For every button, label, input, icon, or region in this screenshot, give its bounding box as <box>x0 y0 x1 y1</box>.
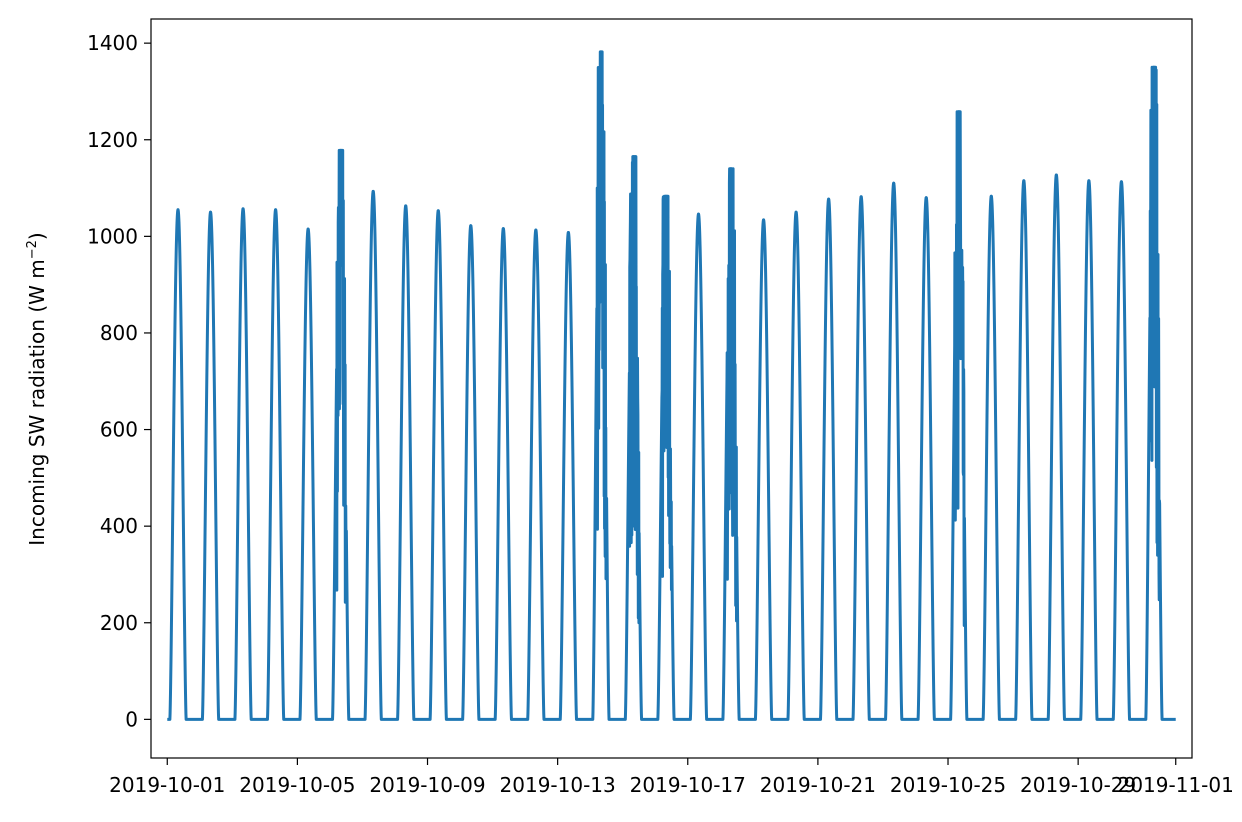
daily-peak-point <box>664 194 668 198</box>
y-tick-label: 600 <box>100 418 138 442</box>
daily-peak-point <box>469 224 473 228</box>
daily-peak-point <box>957 110 961 114</box>
daily-peak-point <box>924 196 928 200</box>
daily-peak-point <box>566 230 570 234</box>
plot-lines <box>167 50 1176 721</box>
y-axis-label-close: ) <box>25 232 49 240</box>
axes-frame <box>150 18 1193 759</box>
y-axis-label-superscript: −2 <box>25 240 40 259</box>
daily-peak-point <box>599 50 603 54</box>
x-tick-label: 2019-10-05 <box>239 773 355 797</box>
daily-peak-point <box>371 189 375 193</box>
daily-peak-point <box>762 218 766 222</box>
daily-peak-point <box>241 207 245 211</box>
x-axis: 2019-10-01 2019-10-05 2019-10-09 2019-10-13… <box>109 758 1234 797</box>
daily-peak-point <box>404 204 408 208</box>
daily-peak-point <box>274 208 278 212</box>
y-axis-label-main: Incoming SW radiation (W m <box>25 259 49 545</box>
daily-peak-point <box>209 210 213 214</box>
daily-peak-point <box>729 167 733 171</box>
daily-peak-point <box>827 197 831 201</box>
y-tick-label: 1000 <box>87 224 138 248</box>
y-tick-label: 1200 <box>87 128 138 152</box>
daily-peak-point <box>697 212 701 216</box>
daily-peak-point <box>1119 180 1123 184</box>
daily-peak-point <box>339 148 343 152</box>
x-tick-label: 2019-11-01 <box>1118 773 1234 797</box>
daily-peak-point <box>631 155 635 159</box>
y-tick-label: 1400 <box>87 31 138 55</box>
daily-peak-point <box>1054 173 1058 177</box>
daily-peak-point <box>176 208 180 212</box>
x-tick-label: 2019-10-29 <box>1020 773 1136 797</box>
y-tick-label: 200 <box>100 611 138 635</box>
daily-peak-point <box>436 209 440 213</box>
y-axis: 0 200 400 600 800 1000 1200 1400 <box>87 31 151 731</box>
daily-peak-point <box>1022 179 1026 183</box>
daily-peak-point <box>306 227 310 231</box>
x-tick-label: 2019-10-25 <box>890 773 1006 797</box>
x-tick-label: 2019-10-13 <box>500 773 616 797</box>
y-tick-label: 400 <box>100 514 138 538</box>
y-tick-label: 800 <box>100 321 138 345</box>
daily-peak-point <box>794 210 798 214</box>
daily-peak-point <box>501 227 505 231</box>
x-tick-label: 2019-10-01 <box>109 773 225 797</box>
daily-peak-point <box>1087 179 1091 183</box>
x-tick-label: 2019-10-09 <box>369 773 485 797</box>
y-axis-label: Incoming SW radiation (W m−2) <box>25 232 49 545</box>
daily-peak-point <box>859 195 863 199</box>
daily-peak-point <box>1152 65 1156 69</box>
x-tick-label: 2019-10-17 <box>630 773 746 797</box>
x-tick-label: 2019-10-21 <box>760 773 876 797</box>
daily-peak-point <box>534 228 538 232</box>
y-tick-label: 0 <box>125 707 138 731</box>
daily-peak-point <box>989 194 993 198</box>
daily-peak-point <box>892 181 896 185</box>
